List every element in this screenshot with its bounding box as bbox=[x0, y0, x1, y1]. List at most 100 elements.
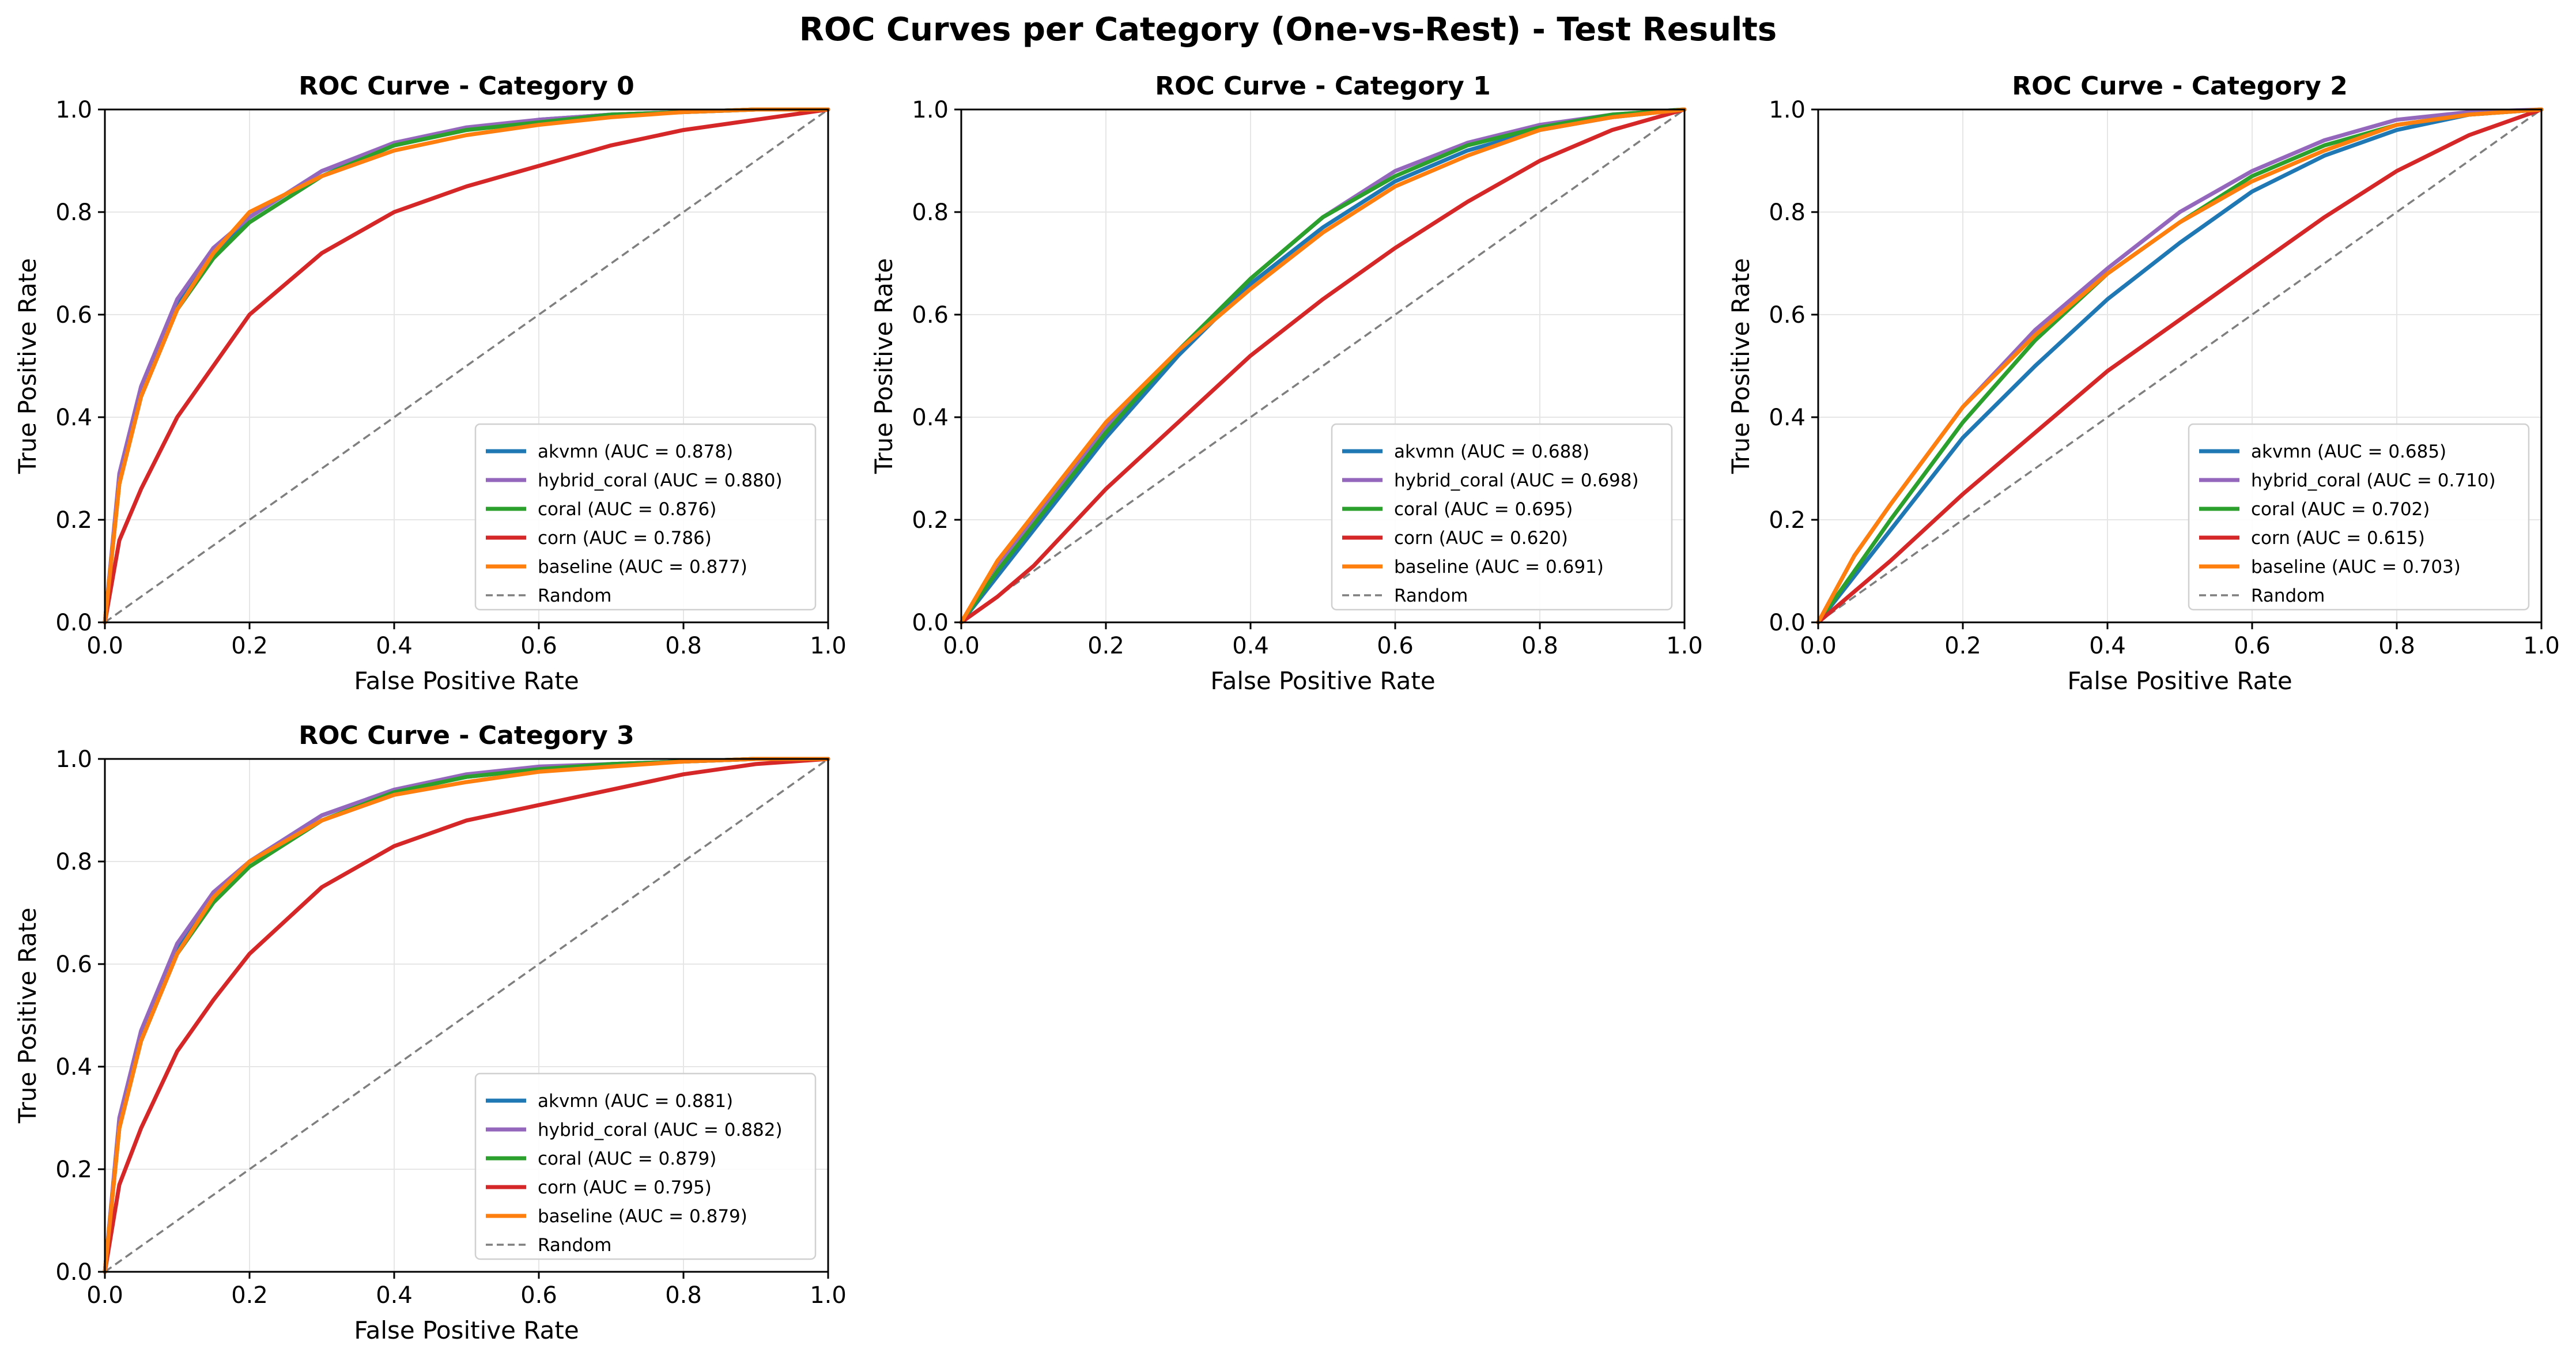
x-tick-label: 0.6 bbox=[2234, 633, 2271, 659]
legend-label-hybrid-coral: hybrid_coral (AUC = 0.882) bbox=[538, 1120, 783, 1140]
legend: akvmn (AUC = 0.685) hybrid_coral (AUC = 0… bbox=[2188, 423, 2530, 611]
series-line-coral bbox=[959, 107, 1687, 625]
chart-title: ROC Curve - Category 0 bbox=[299, 71, 634, 101]
axes-frame bbox=[104, 758, 829, 1273]
random-diagonal-line bbox=[1817, 108, 2543, 624]
series-line-corn bbox=[103, 107, 830, 625]
y-tick-label: 0.0 bbox=[912, 610, 949, 636]
chart-panels: 0.0 0.2 0.4 0.6 0.8 1.0 0.0 0.2 0.4 0.6 0.8 1.0 ROC … bbox=[13, 71, 2560, 1344]
y-tick-label: 1.0 bbox=[55, 746, 92, 773]
y-tick-label: 0.4 bbox=[55, 1054, 92, 1080]
series-line-corn bbox=[103, 757, 830, 1274]
x-tick-label: 0.8 bbox=[665, 1282, 702, 1309]
x-tick-label: 0.6 bbox=[520, 633, 557, 659]
chart-panel-0: 0.0 0.2 0.4 0.6 0.8 1.0 0.0 0.2 0.4 0.6 0.8 1.0 ROC … bbox=[13, 71, 847, 695]
legend-label-baseline: baseline (AUC = 0.691) bbox=[1394, 557, 1604, 577]
axes-frame bbox=[1817, 108, 2543, 624]
legend-label-random: Random bbox=[538, 585, 611, 606]
legend-label-akvmn: akvmn (AUC = 0.878) bbox=[538, 441, 733, 462]
y-axis-label: True Positive Rate bbox=[13, 908, 41, 1124]
x-tick-label: 0.0 bbox=[1800, 633, 1837, 659]
x-tick-label: 0.2 bbox=[1087, 633, 1124, 659]
x-tick-label: 0.0 bbox=[86, 633, 123, 659]
series-line-baseline bbox=[103, 107, 830, 625]
x-tick-label: 1.0 bbox=[1666, 633, 1703, 659]
legend-label-akvmn: akvmn (AUC = 0.881) bbox=[538, 1091, 733, 1112]
series-line-corn bbox=[1816, 107, 2544, 625]
x-tick-label: 0.8 bbox=[665, 633, 702, 659]
y-tick-label: 1.0 bbox=[55, 97, 92, 123]
y-axis-label: True Positive Rate bbox=[13, 258, 41, 474]
x-axis-label: False Positive Rate bbox=[354, 667, 579, 695]
x-tick-label: 0.2 bbox=[1944, 633, 1981, 659]
x-tick-label: 0.0 bbox=[86, 1282, 123, 1309]
x-tick-label: 0.2 bbox=[231, 633, 268, 659]
x-axis-label: False Positive Rate bbox=[354, 1316, 579, 1344]
x-tick-label: 0.0 bbox=[943, 633, 980, 659]
legend-label-coral: coral (AUC = 0.702) bbox=[2251, 499, 2430, 520]
y-tick-label: 0.2 bbox=[55, 507, 92, 534]
y-axis-label: True Positive Rate bbox=[1727, 258, 1755, 474]
x-tick-label: 1.0 bbox=[810, 633, 847, 659]
legend: akvmn (AUC = 0.688) hybrid_coral (AUC = 0… bbox=[1331, 423, 1673, 611]
y-tick-label: 0.8 bbox=[912, 199, 949, 226]
figure-title: ROC Curves per Category (One-vs-Rest) - … bbox=[799, 11, 1777, 48]
y-tick-label: 0.6 bbox=[55, 302, 92, 328]
x-axis-label: False Positive Rate bbox=[1210, 667, 1435, 695]
x-axis-label: False Positive Rate bbox=[2067, 667, 2292, 695]
x-tick-label: 1.0 bbox=[2523, 633, 2560, 659]
legend-label-coral: coral (AUC = 0.879) bbox=[538, 1148, 716, 1169]
random-diagonal-line bbox=[104, 758, 829, 1273]
legend-label-hybrid-coral: hybrid_coral (AUC = 0.710) bbox=[2251, 470, 2496, 491]
x-tick-label: 0.6 bbox=[1377, 633, 1414, 659]
y-tick-label: 0.0 bbox=[55, 1259, 92, 1286]
legend-label-coral: coral (AUC = 0.876) bbox=[538, 499, 716, 520]
legend-label-random: Random bbox=[1394, 585, 1468, 606]
legend-label-corn: corn (AUC = 0.615) bbox=[2251, 528, 2425, 549]
legend: akvmn (AUC = 0.881) hybrid_coral (AUC = 0… bbox=[474, 1072, 817, 1260]
legend-label-hybrid-coral: hybrid_coral (AUC = 0.698) bbox=[1394, 470, 1639, 491]
y-tick-label: 0.4 bbox=[55, 405, 92, 431]
x-tick-label: 0.4 bbox=[376, 1282, 413, 1309]
series-line-corn bbox=[959, 107, 1687, 625]
legend-label-random: Random bbox=[538, 1235, 611, 1256]
legend-label-baseline: baseline (AUC = 0.879) bbox=[538, 1206, 747, 1227]
legend-label-corn: corn (AUC = 0.795) bbox=[538, 1177, 712, 1198]
legend-box bbox=[2188, 423, 2530, 611]
chart-panel-3: 0.0 0.2 0.4 0.6 0.8 1.0 0.0 0.2 0.4 0.6 0.8 1.0 ROC … bbox=[13, 721, 847, 1344]
y-tick-label: 0.4 bbox=[912, 405, 949, 431]
legend-label-corn: corn (AUC = 0.620) bbox=[1394, 528, 1568, 549]
y-tick-label: 0.6 bbox=[55, 951, 92, 978]
y-tick-label: 1.0 bbox=[1769, 97, 1806, 123]
y-axis-label: True Positive Rate bbox=[870, 258, 898, 474]
legend-label-akvmn: akvmn (AUC = 0.688) bbox=[1394, 441, 1589, 462]
series-line-baseline bbox=[959, 107, 1687, 625]
legend-box bbox=[1331, 423, 1673, 611]
legend-label-baseline: baseline (AUC = 0.877) bbox=[538, 557, 747, 577]
x-tick-label: 1.0 bbox=[810, 1282, 847, 1309]
legend-box bbox=[474, 1072, 817, 1260]
y-tick-label: 0.8 bbox=[1769, 199, 1806, 226]
random-diagonal-line bbox=[104, 108, 829, 624]
y-tick-label: 0.2 bbox=[1769, 507, 1806, 534]
x-tick-label: 0.4 bbox=[2089, 633, 2126, 659]
y-tick-label: 0.8 bbox=[55, 199, 92, 226]
x-tick-label: 0.6 bbox=[520, 1282, 557, 1309]
chart-title: ROC Curve - Category 1 bbox=[1155, 71, 1491, 101]
legend: akvmn (AUC = 0.878) hybrid_coral (AUC = 0… bbox=[474, 423, 817, 611]
legend-label-corn: corn (AUC = 0.786) bbox=[538, 528, 712, 549]
axes-frame bbox=[960, 108, 1686, 624]
y-tick-label: 0.0 bbox=[1769, 610, 1806, 636]
x-tick-label: 0.4 bbox=[1232, 633, 1269, 659]
y-tick-label: 0.6 bbox=[912, 302, 949, 328]
axes-frame bbox=[104, 108, 829, 624]
series-line-baseline bbox=[103, 757, 830, 1274]
x-tick-label: 0.4 bbox=[376, 633, 413, 659]
x-tick-label: 0.8 bbox=[1521, 633, 1558, 659]
legend-label-random: Random bbox=[2251, 585, 2325, 606]
y-tick-label: 0.0 bbox=[55, 610, 92, 636]
y-tick-label: 0.2 bbox=[55, 1157, 92, 1183]
y-tick-label: 0.4 bbox=[1769, 405, 1806, 431]
y-tick-label: 0.8 bbox=[55, 849, 92, 875]
